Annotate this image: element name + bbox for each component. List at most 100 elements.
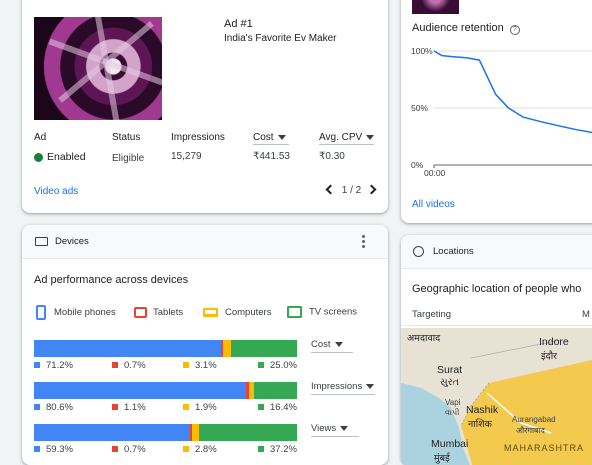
legend-square (183, 446, 189, 453)
device-share-label: 0.7% (112, 444, 146, 455)
ad-title[interactable]: India's Favorite Ev Maker (224, 33, 337, 44)
pager: 1 / 2 (325, 184, 377, 196)
mobile-phone-icon (36, 305, 46, 320)
metric-dropdown[interactable]: Cost (311, 339, 353, 353)
device-share-label: 1.9% (183, 402, 217, 413)
bar-segment (34, 340, 222, 357)
share-value: 2.8% (195, 444, 217, 455)
video-thumbnail-partial (412, 0, 459, 14)
share-value: 0.7% (124, 444, 146, 455)
x-tick-label: 00:00 (424, 168, 446, 178)
y-tick-label: 50% (411, 103, 428, 113)
bar-segment (191, 424, 200, 441)
legend-tv-screens[interactable]: TV screens (287, 306, 357, 318)
locations-header-label: Locations (433, 246, 474, 257)
ad-cost: ₹441.53 (253, 151, 290, 162)
device-share-label: 0.7% (112, 360, 146, 371)
device-bar[interactable] (34, 424, 297, 441)
bar-segment (189, 424, 192, 441)
ad-status-eligible: Eligible (112, 153, 145, 164)
device-bar[interactable] (34, 382, 297, 399)
chevron-down-icon (277, 134, 286, 140)
legend-square (34, 446, 40, 453)
map-label-aurangabad: Aurangabad (512, 415, 556, 424)
col-avg-cpv-dropdown[interactable]: Avg. CPV (319, 132, 375, 145)
legend-square (258, 404, 264, 411)
chevron-down-icon (334, 341, 343, 347)
metric-dropdown[interactable]: Impressions (311, 381, 375, 395)
legend-square (258, 446, 264, 453)
legend-mobile-phones[interactable]: Mobile phones (36, 305, 116, 320)
legend-square (258, 362, 264, 369)
device-bar[interactable] (34, 340, 297, 357)
device-share-label: 71.2% (34, 360, 73, 371)
device-share-label: 37.2% (258, 444, 297, 455)
col-partial: M (582, 309, 590, 320)
enabled-dot-icon (34, 152, 43, 162)
devices-title: Ad performance across devices (34, 274, 189, 286)
metric-label: Views (311, 423, 337, 434)
retention-chart: 100% 50% 0%00:00 (411, 46, 592, 178)
bar-segment (34, 382, 246, 399)
metric-dropdown[interactable]: Views (311, 423, 359, 437)
legend-computers[interactable]: Computers (203, 307, 271, 318)
metric-label: Impressions (311, 381, 363, 392)
map-label-vapi-local: વાપી (445, 408, 460, 417)
map-label-nashik: Nashik (466, 404, 499, 416)
device-share-label: 80.6% (34, 402, 73, 413)
col-status: Status (112, 132, 141, 143)
bar-segment (221, 340, 224, 357)
map-label-mumbai-local: मुंबई (434, 453, 450, 464)
laptop-icon (203, 307, 218, 317)
devices-header (22, 225, 388, 258)
bar-segment (248, 382, 254, 399)
device-share-label: 59.3% (34, 444, 73, 455)
share-value: 80.6% (46, 402, 73, 413)
share-value: 1.1% (124, 402, 146, 413)
share-value: 59.3% (46, 444, 73, 455)
all-videos-link[interactable]: All videos (412, 199, 455, 210)
map-label-indore: Indore (539, 336, 569, 348)
share-value: 16.4% (270, 402, 297, 413)
devices-card: Devices Ad performance across devices Mo… (22, 225, 388, 465)
retention-title: Audience retention ? (412, 22, 520, 35)
legend-square (183, 362, 189, 369)
location-pin-icon (413, 246, 424, 257)
bar-segment (253, 382, 297, 399)
ad-number: Ad #1 (224, 18, 253, 30)
legend-tablets[interactable]: Tablets (134, 307, 183, 318)
devices-header-label: Devices (55, 236, 89, 247)
share-value: 1.9% (195, 402, 217, 413)
chevron-down-icon (366, 134, 375, 140)
ad-status-enabled[interactable]: Enabled (34, 151, 86, 163)
share-value: 71.2% (46, 360, 73, 371)
map-label-mumbai: Mumbai (431, 438, 469, 450)
location-map[interactable] (401, 328, 592, 465)
col-impressions: Impressions (171, 132, 225, 143)
device-share-label: 3.1% (183, 360, 217, 371)
legend-square (183, 404, 189, 411)
col-ad: Ad (34, 132, 47, 143)
device-share-label: 1.1% (112, 402, 146, 413)
more-options-icon[interactable] (362, 235, 366, 248)
ad-thumbnail[interactable] (34, 17, 162, 120)
devices-icon (35, 237, 48, 246)
video-ads-link[interactable]: Video ads (34, 186, 79, 197)
locations-title: Geographic location of people who (412, 283, 582, 295)
device-share-label: 16.4% (258, 402, 297, 413)
chevron-right-icon[interactable] (366, 184, 377, 195)
audience-retention-card: Audience retention ? 100% 50% 0% 00:00 All … (401, 0, 592, 223)
tablet-icon (134, 307, 147, 318)
ad-avg-cpv: ₹0.30 (319, 151, 345, 162)
y-tick-label: 100% (411, 46, 433, 56)
ad-card: Ad #1 India's Favorite Ev Maker Ad Statu… (22, 0, 388, 213)
chevron-down-icon (366, 383, 375, 389)
help-icon[interactable]: ? (509, 25, 520, 35)
locations-header (401, 235, 592, 268)
map-label-aurangabad-local: औरंगाबाद (516, 426, 545, 435)
locations-card: Locations Geographic location of people … (401, 235, 592, 465)
col-cost-dropdown[interactable]: Cost (253, 132, 289, 145)
chevron-left-icon[interactable] (325, 184, 336, 195)
bar-segment (199, 424, 297, 441)
share-value: 0.7% (124, 360, 146, 371)
